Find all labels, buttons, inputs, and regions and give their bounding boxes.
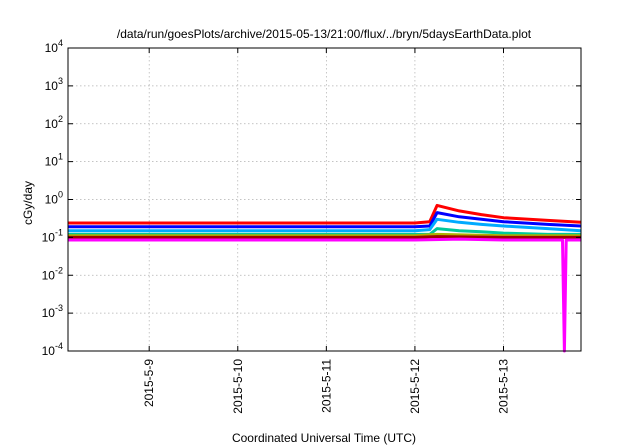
x-tick-label: 2015-5-13 [496, 359, 510, 414]
series-group [68, 203, 582, 353]
series-line-5 [68, 235, 581, 239]
y-tick-label: 102 [45, 114, 63, 131]
series-line-6 [68, 237, 581, 353]
series-line-4 [68, 232, 581, 238]
y-axis: 10-4 10-3 10-2 10-1 100 101 102 103 104 [42, 38, 581, 358]
y-tick-label: 100 [45, 190, 63, 207]
y-tick-label: 10-1 [42, 227, 63, 244]
series-line-2 [68, 217, 582, 233]
y-tick-label: 101 [45, 152, 63, 169]
y-tick-label: 10-3 [42, 303, 63, 320]
y-tick-label: 104 [45, 38, 63, 55]
y-axis-label: cGy/day [21, 181, 35, 225]
y-tick-label: 10-4 [42, 341, 63, 358]
x-axis-label: Coordinated Universal Time (UTC) [232, 431, 416, 445]
x-tick-label: 2015-5-11 [319, 359, 333, 413]
x-tick-label: 2015-5-9 [142, 359, 156, 407]
series-line-0 [68, 203, 582, 225]
chart-title: /data/run/goesPlots/archive/2015-05-13/2… [117, 27, 532, 41]
x-tick-label: 2015-5-12 [408, 359, 422, 414]
y-tick-label: 103 [45, 76, 63, 93]
y-tick-label: 10-2 [42, 265, 63, 282]
x-tick-label: 2015-5-10 [231, 359, 245, 414]
series-line-1 [68, 211, 582, 229]
x-axis: 2015-5-9 2015-5-10 2015-5-11 2015-5-12 2015-… [142, 48, 510, 414]
